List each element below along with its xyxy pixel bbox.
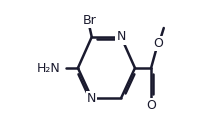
Text: H₂N: H₂N <box>37 61 61 75</box>
Text: O: O <box>146 99 156 112</box>
Text: O: O <box>154 37 164 50</box>
Text: Br: Br <box>83 14 96 27</box>
Text: N: N <box>117 30 126 44</box>
Text: N: N <box>87 91 96 105</box>
